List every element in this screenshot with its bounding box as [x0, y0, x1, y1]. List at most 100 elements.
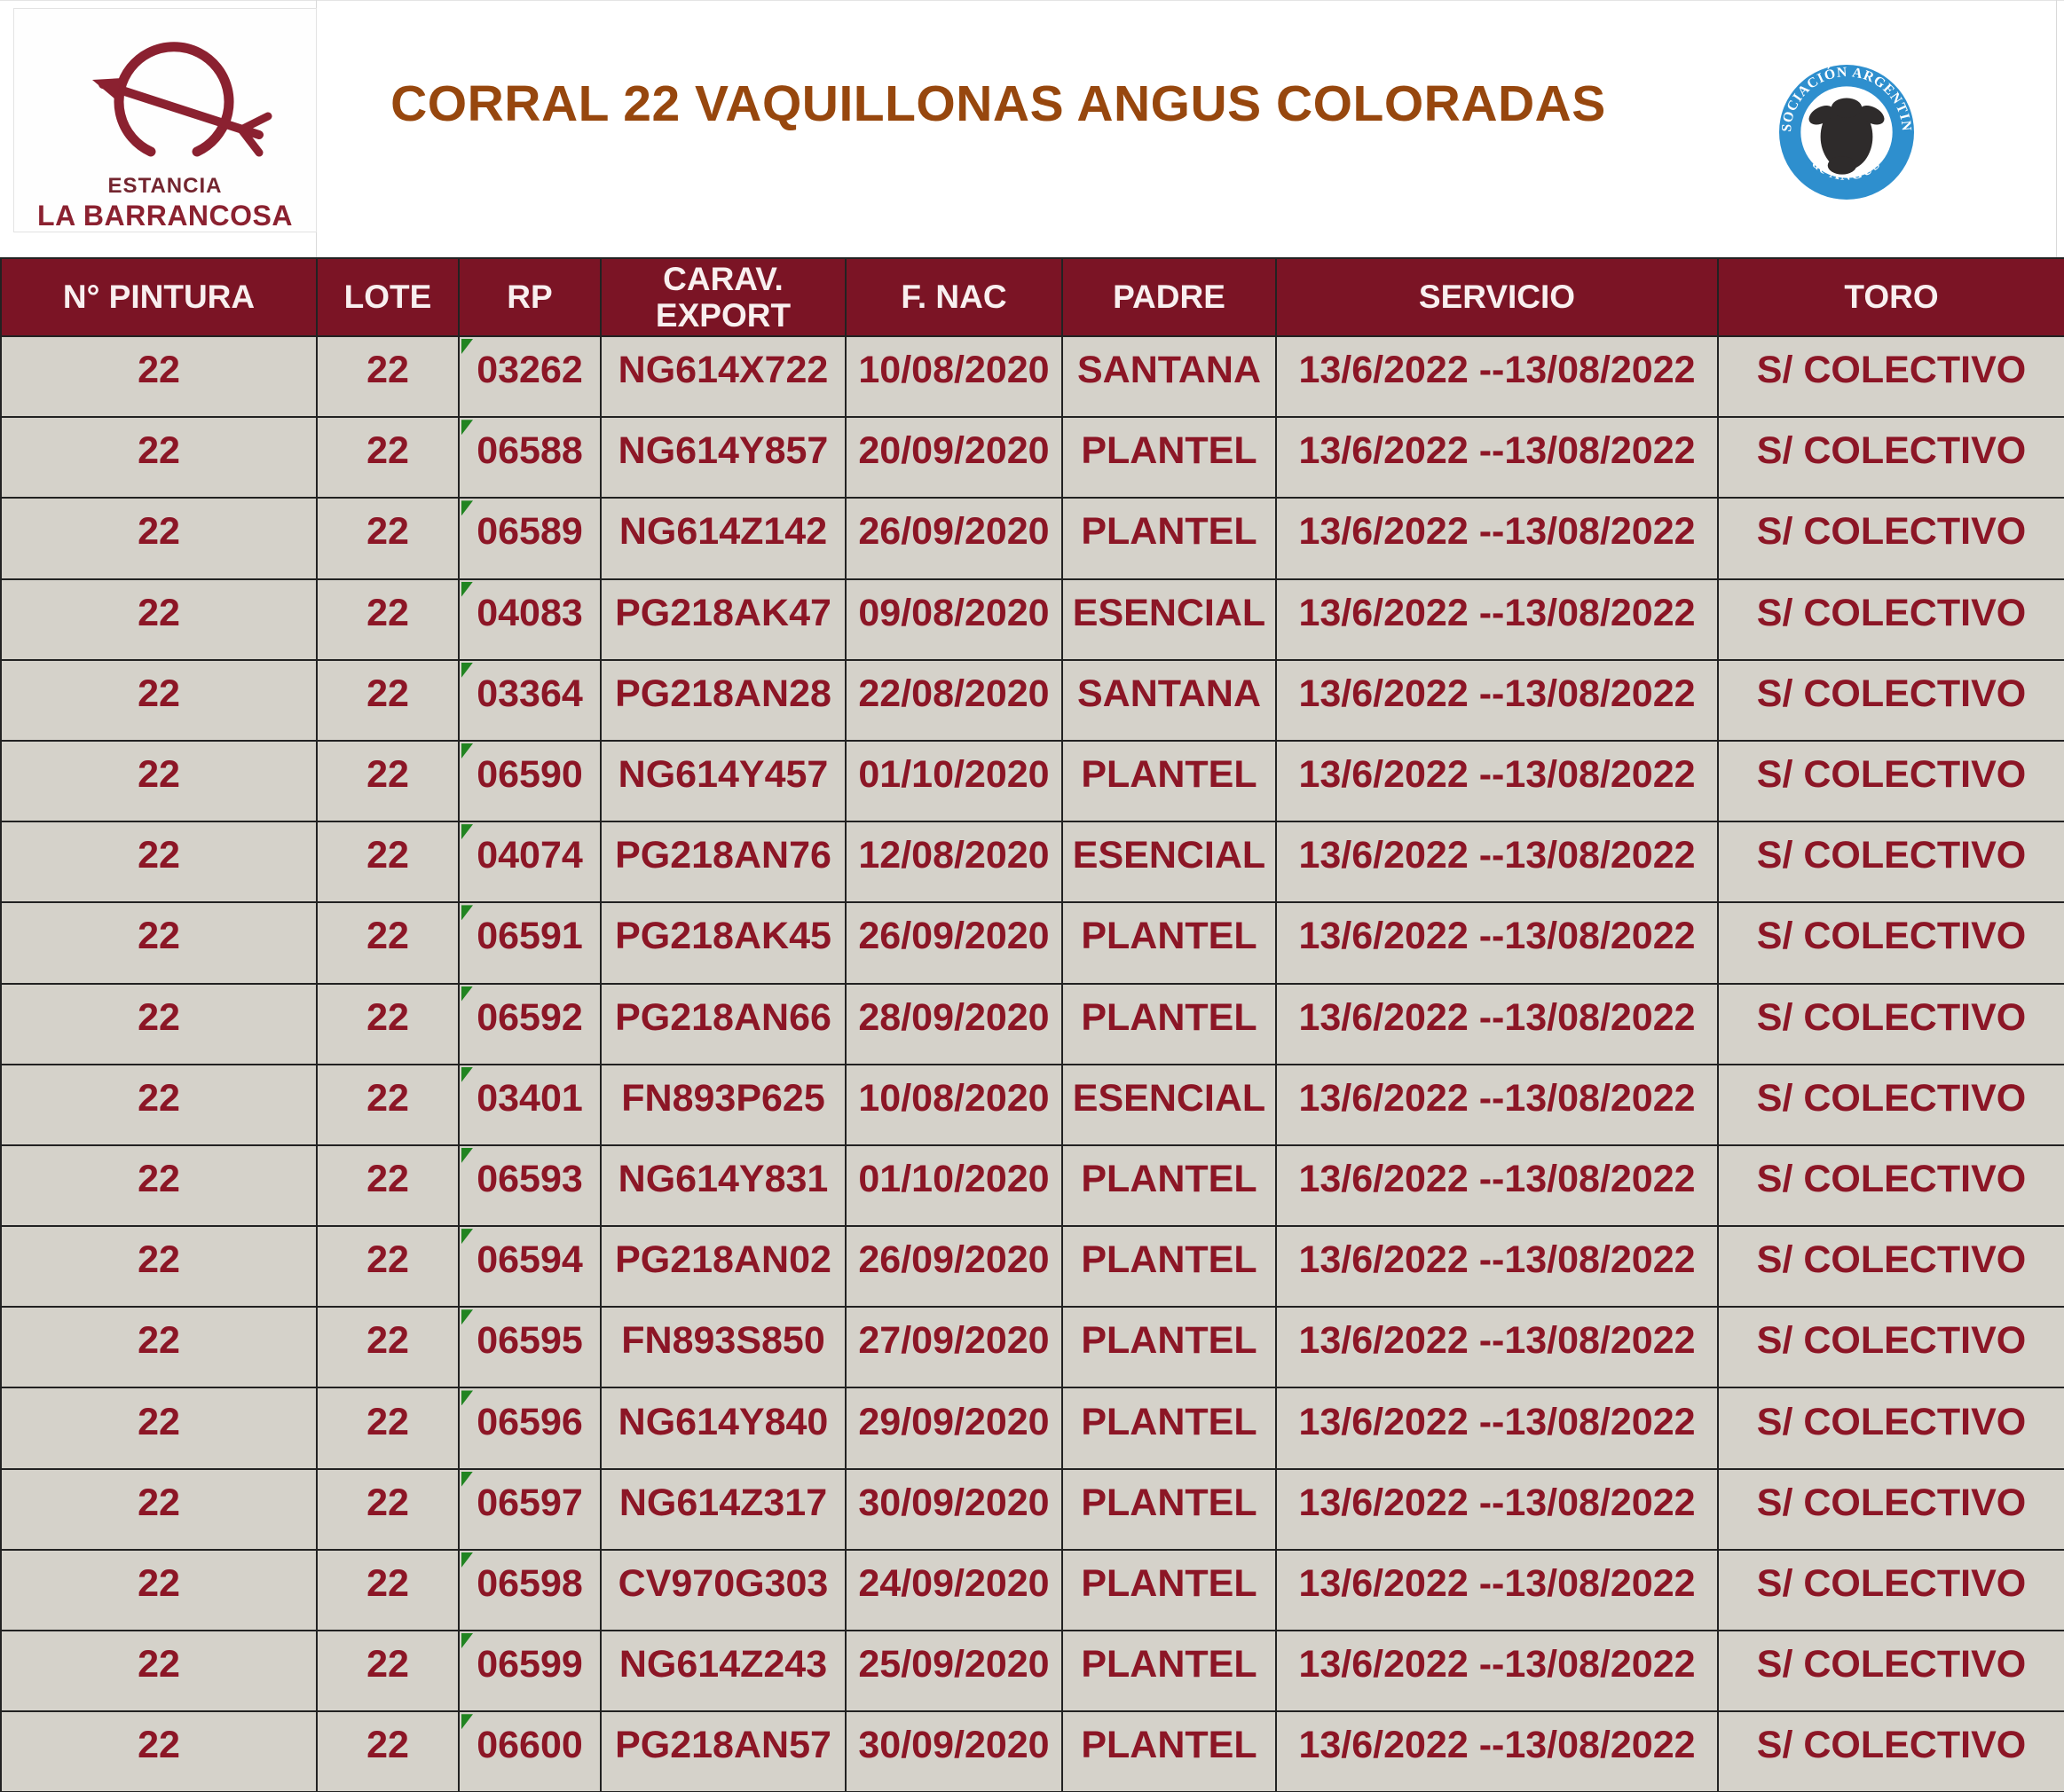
- cell-toro: S/ COLECTIVO: [1717, 1063, 2064, 1146]
- cell-pintura: 22: [0, 1467, 318, 1551]
- cell-rp: 06593: [458, 1144, 602, 1228]
- cell-padre: ESENCIAL: [1061, 821, 1277, 904]
- cell-pintura: 22: [0, 578, 318, 661]
- table-row: 22 22 06591 PG218AK45 26/09/2020 PLANTEL…: [0, 901, 2064, 985]
- cell-padre: PLANTEL: [1061, 416, 1277, 499]
- table-row: 22 22 03401 FN893P625 10/08/2020 ESENCIA…: [0, 1063, 2064, 1146]
- cell-rp: 06595: [458, 1306, 602, 1389]
- table-row: 22 22 06596 NG614Y840 29/09/2020 PLANTEL…: [0, 1387, 2064, 1470]
- cell-pintura: 22: [0, 1548, 318, 1632]
- cell-lote: 22: [316, 1225, 460, 1309]
- cell-servicio: 13/6/2022 --13/08/2022: [1275, 1710, 1719, 1792]
- excel-flag-icon: [461, 824, 473, 840]
- cell-toro: S/ COLECTIVO: [1717, 739, 2064, 823]
- cell-lote: 22: [316, 578, 460, 661]
- table-row: 22 22 06595 FN893S850 27/09/2020 PLANTEL…: [0, 1306, 2064, 1389]
- cell-fnac: 20/09/2020: [845, 416, 1063, 499]
- cell-servicio: 13/6/2022 --13/08/2022: [1275, 1306, 1719, 1389]
- excel-flag-icon: [461, 1309, 473, 1325]
- col-header-lote: LOTE: [316, 257, 460, 337]
- table-row: 22 22 03364 PG218AN28 22/08/2020 SANTANA…: [0, 658, 2064, 742]
- cell-fnac: 26/09/2020: [845, 497, 1063, 580]
- table-row: 22 22 06594 PG218AN02 26/09/2020 PLANTEL…: [0, 1225, 2064, 1309]
- cell-toro: S/ COLECTIVO: [1717, 982, 2064, 1065]
- cell-padre: PLANTEL: [1061, 1225, 1277, 1309]
- cell-servicio: 13/6/2022 --13/08/2022: [1275, 1144, 1719, 1228]
- table-row: 22 22 06597 NG614Z317 30/09/2020 PLANTEL…: [0, 1467, 2064, 1551]
- cell-pintura: 22: [0, 416, 318, 499]
- cell-lote: 22: [316, 658, 460, 742]
- cell-lote: 22: [316, 1548, 460, 1632]
- cell-rp: 06588: [458, 416, 602, 499]
- cell-lote: 22: [316, 739, 460, 823]
- cell-padre: PLANTEL: [1061, 1387, 1277, 1470]
- cell-pintura: 22: [0, 658, 318, 742]
- cell-padre: PLANTEL: [1061, 1710, 1277, 1792]
- cell-fnac: 25/09/2020: [845, 1629, 1063, 1713]
- cell-pintura: 22: [0, 1063, 318, 1146]
- table-row: 22 22 03262 NG614X722 10/08/2020 SANTANA…: [0, 334, 2064, 419]
- cell-lote: 22: [316, 334, 460, 419]
- cell-rp: 04074: [458, 821, 602, 904]
- cell-carav: PG218AN66: [600, 982, 847, 1065]
- excel-flag-icon: [461, 1633, 473, 1648]
- cell-carav: PG218AK45: [600, 901, 847, 985]
- excel-flag-icon: [461, 1229, 473, 1245]
- cell-servicio: 13/6/2022 --13/08/2022: [1275, 1629, 1719, 1713]
- cell-lote: 22: [316, 1710, 460, 1792]
- cell-carav: PG218AN57: [600, 1710, 847, 1792]
- cell-carav: PG218AN76: [600, 821, 847, 904]
- cell-servicio: 13/6/2022 --13/08/2022: [1275, 497, 1719, 580]
- cell-rp: 03364: [458, 658, 602, 742]
- cell-fnac: 27/09/2020: [845, 1306, 1063, 1389]
- gridline: [2056, 0, 2057, 257]
- cell-carav: CV970G303: [600, 1548, 847, 1632]
- cell-fnac: 22/08/2020: [845, 658, 1063, 742]
- cell-carav: PG218AK47: [600, 578, 847, 661]
- cell-pintura: 22: [0, 901, 318, 985]
- cell-padre: PLANTEL: [1061, 497, 1277, 580]
- cell-pintura: 22: [0, 497, 318, 580]
- cell-lote: 22: [316, 901, 460, 985]
- cell-servicio: 13/6/2022 --13/08/2022: [1275, 334, 1719, 419]
- cell-lote: 22: [316, 416, 460, 499]
- cell-toro: S/ COLECTIVO: [1717, 1629, 2064, 1713]
- cell-carav: NG614Z243: [600, 1629, 847, 1713]
- cell-carav: PG218AN28: [600, 658, 847, 742]
- cell-servicio: 13/6/2022 --13/08/2022: [1275, 416, 1719, 499]
- cell-fnac: 30/09/2020: [845, 1467, 1063, 1551]
- col-header-fnac: F. NAC: [845, 257, 1063, 337]
- top-band: ESTANCIA LA BARRANCOSA CORRAL 22 VAQUILL…: [0, 0, 2064, 257]
- cell-fnac: 12/08/2020: [845, 821, 1063, 904]
- cell-carav: PG218AN02: [600, 1225, 847, 1309]
- excel-flag-icon: [461, 1390, 473, 1406]
- cell-servicio: 13/6/2022 --13/08/2022: [1275, 1063, 1719, 1146]
- cell-rp: 06591: [458, 901, 602, 985]
- cell-padre: PLANTEL: [1061, 1144, 1277, 1228]
- cell-fnac: 30/09/2020: [845, 1710, 1063, 1792]
- table-row: 22 22 06599 NG614Z243 25/09/2020 PLANTEL…: [0, 1629, 2064, 1713]
- cell-fnac: 10/08/2020: [845, 334, 1063, 419]
- table-row: 22 22 06589 NG614Z142 26/09/2020 PLANTEL…: [0, 497, 2064, 580]
- excel-flag-icon: [461, 1147, 473, 1163]
- cell-pintura: 22: [0, 1710, 318, 1792]
- cell-rp: 06590: [458, 739, 602, 823]
- estancia-brand-icon: [92, 42, 272, 157]
- cell-rp: 06592: [458, 982, 602, 1065]
- cell-servicio: 13/6/2022 --13/08/2022: [1275, 821, 1719, 904]
- cell-fnac: 01/10/2020: [845, 739, 1063, 823]
- cell-carav: NG614Y840: [600, 1387, 847, 1470]
- cell-pintura: 22: [0, 334, 318, 419]
- cell-rp: 04083: [458, 578, 602, 661]
- col-header-toro: TORO: [1717, 257, 2064, 337]
- cell-lote: 22: [316, 1629, 460, 1713]
- col-header-carav: CARAV. EXPORT: [600, 257, 847, 337]
- page-title: CORRAL 22 VAQUILLONAS ANGUS COLORADAS: [390, 75, 1606, 132]
- cell-toro: S/ COLECTIVO: [1717, 658, 2064, 742]
- cell-pintura: 22: [0, 1225, 318, 1309]
- table-row: 22 22 06592 PG218AN66 28/09/2020 PLANTEL…: [0, 982, 2064, 1065]
- cell-lote: 22: [316, 1144, 460, 1228]
- excel-flag-icon: [461, 339, 473, 354]
- cell-lote: 22: [316, 1063, 460, 1146]
- col-header-padre: PADRE: [1061, 257, 1277, 337]
